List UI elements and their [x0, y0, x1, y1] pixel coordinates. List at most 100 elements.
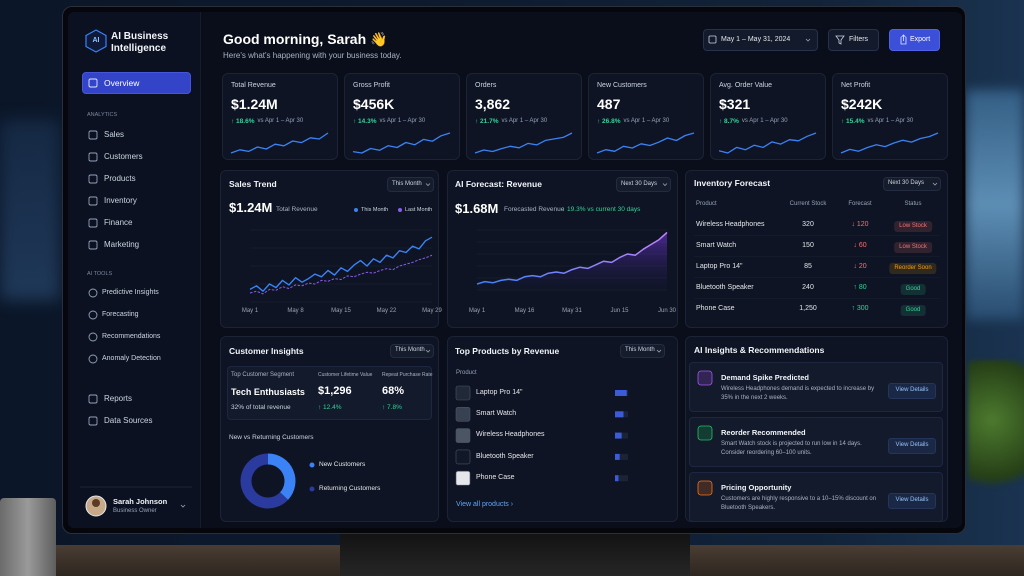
filters-button[interactable] — [828, 29, 879, 51]
product-name: Wireless Headphones — [696, 220, 765, 228]
export-button[interactable] — [889, 29, 940, 51]
chevron-icon — [656, 349, 662, 353]
view-details-label[interactable]: View Details — [895, 387, 929, 394]
dropdown-label: This Month — [392, 180, 422, 187]
chevron-icon — [932, 182, 938, 186]
brand-name: AI Business Intelligence — [111, 31, 169, 54]
stat-label: Repeat Purchase Rate — [382, 372, 433, 378]
kpi-value: $321 — [719, 95, 751, 112]
stock: 1,250 — [799, 304, 817, 312]
inventory-card — [685, 170, 948, 328]
product-thumbnail — [455, 428, 471, 443]
x-tick-label: May 29 — [422, 308, 442, 315]
nav-label[interactable]: Forecasting — [102, 310, 139, 318]
forecast: ↓ 60 — [853, 241, 867, 249]
nav-icon — [88, 174, 98, 184]
legend-label: Last Month — [405, 206, 433, 213]
column-header: Product — [696, 201, 717, 208]
dropdown[interactable] — [883, 177, 941, 191]
product-thumbnail — [455, 385, 471, 401]
chevron-icon — [662, 183, 668, 187]
view-details-label[interactable]: View Details — [895, 442, 929, 449]
x-tick-label: Jun 30 — [657, 308, 677, 315]
nav-label[interactable]: Data Sources — [104, 416, 153, 426]
kpi-value: 3,862 — [475, 95, 511, 112]
bar-track — [615, 453, 628, 460]
nav-label[interactable]: Reports — [104, 394, 133, 404]
nav-label[interactable]: Products — [104, 174, 136, 184]
nav-label[interactable]: Sales — [104, 130, 125, 140]
stock: 320 — [802, 220, 814, 228]
nav-icon — [88, 218, 98, 228]
top-products-card — [447, 336, 678, 522]
kpi-change: ↑ 21.7% — [475, 118, 499, 126]
filters-label: Filters — [849, 35, 869, 43]
sales-trend-card — [220, 170, 439, 328]
nav-label[interactable]: Inventory — [104, 196, 137, 206]
nav-icon — [88, 394, 98, 404]
dropdown-label: Next 30 Days — [888, 180, 925, 187]
dropdown-label: Next 30 Days — [621, 180, 658, 187]
plant — [968, 360, 1024, 510]
metric-value: $1.68M — [455, 201, 499, 217]
legend-dot — [309, 462, 315, 468]
nav-icon — [88, 288, 98, 298]
stat-change: ↑ 12.4% — [318, 404, 342, 412]
chevron-icon — [425, 349, 431, 353]
nav-label[interactable]: Marketing — [104, 240, 140, 250]
product-thumbnail — [455, 449, 471, 465]
kpi-change: ↑ 8.7% — [719, 118, 739, 126]
monitor-stand — [340, 530, 690, 576]
insight-title: Reorder Recommended — [721, 427, 806, 437]
view-all-link[interactable]: View all products › — [456, 500, 514, 508]
dropdown[interactable] — [390, 344, 434, 358]
kpi-change: ↑ 18.6% — [231, 118, 255, 126]
sparkline — [596, 132, 695, 154]
status-pill: Good — [900, 284, 926, 295]
nav-item-active[interactable] — [82, 72, 191, 94]
date-button[interactable] — [703, 29, 818, 51]
view-details-button[interactable] — [888, 438, 936, 454]
dropdown[interactable] — [616, 177, 671, 192]
view-details-button[interactable] — [888, 383, 936, 399]
dropdown[interactable] — [620, 344, 665, 358]
column-header: Forecast — [848, 201, 872, 208]
dropdown[interactable] — [387, 177, 434, 192]
insight-icon — [697, 480, 713, 496]
nav-label[interactable]: Predictive Insights — [102, 288, 159, 296]
kpi-card — [588, 73, 704, 160]
nav-label[interactable]: Finance — [104, 218, 133, 228]
column-header: Current Stock — [789, 201, 827, 208]
kpi-change: ↑ 26.8% — [597, 118, 621, 126]
kpi-label: Orders — [475, 81, 497, 89]
kpi-compare: vs Apr 1 – Apr 30 — [623, 118, 670, 125]
kpi-value: $242K — [841, 95, 883, 112]
card-title: AI Forecast: Revenue — [455, 178, 542, 189]
view-details-label[interactable]: View Details — [895, 497, 929, 504]
stat-label: Top Customer Segment — [231, 372, 295, 379]
user-role: Business Owner — [113, 508, 157, 515]
kpi-compare: vs Apr 1 – Apr 30 — [257, 118, 304, 125]
nav-label[interactable]: Recommendations — [102, 332, 161, 340]
nav-label[interactable]: Anomaly Detection — [102, 354, 161, 362]
product-name: Laptop Pro 14" — [476, 388, 523, 396]
chevron-icon — [425, 183, 431, 187]
filter-icon — [835, 35, 845, 45]
status-pill: Good — [900, 305, 926, 316]
subtitle: Here's what's happening with your busine… — [223, 51, 402, 61]
status-pill: Low Stock — [894, 221, 932, 232]
kpi-value: $1.24M — [231, 95, 278, 112]
chart-title: New vs Returning Customers — [229, 434, 314, 442]
nav-icon — [88, 416, 98, 426]
dropdown-label: This Month — [395, 347, 425, 354]
nav-label[interactable]: Overview — [104, 77, 140, 88]
dropdown-label: This Month — [625, 347, 655, 354]
segment-share: 32% of total revenue — [231, 404, 291, 412]
nav-label[interactable]: Customers — [104, 152, 143, 162]
mug — [0, 498, 56, 576]
avatar-head — [92, 499, 100, 507]
metric-label: Total Revenue — [276, 206, 318, 214]
view-details-button[interactable] — [888, 493, 936, 509]
window-light — [966, 90, 1024, 320]
